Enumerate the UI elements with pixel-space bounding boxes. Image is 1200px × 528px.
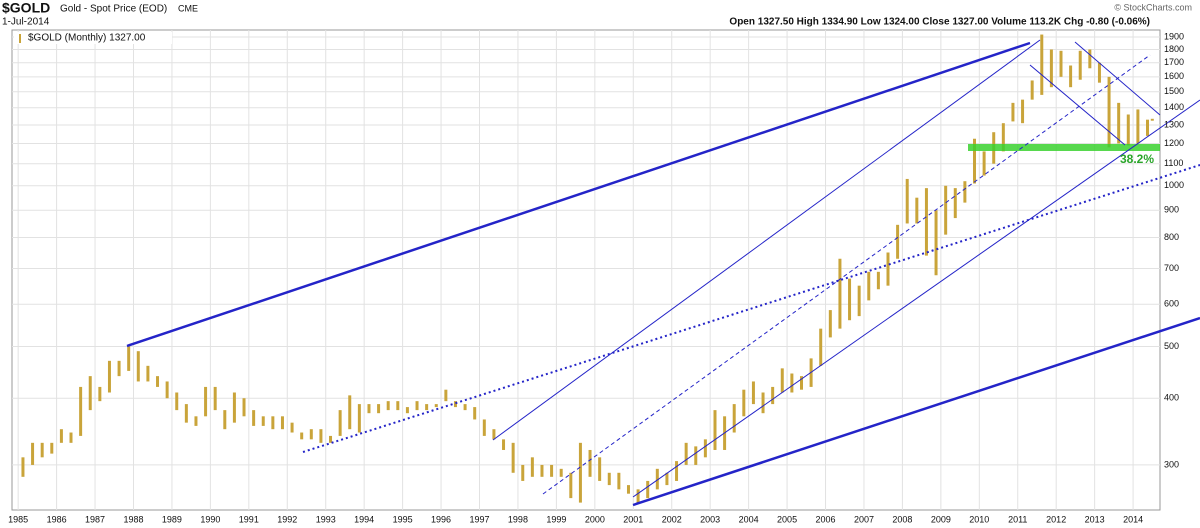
x-tick-label: 2003: [700, 514, 720, 524]
trendline: [1029, 64, 1126, 146]
quote: Open 1327.50 High 1334.90 Low 1324.00 Cl…: [729, 17, 1150, 28]
x-tick-label: 2011: [1008, 514, 1027, 524]
trendlines: [126, 39, 1200, 507]
x-tick-label: 1985: [8, 514, 28, 524]
grid: [12, 30, 1160, 510]
y-tick-label: 900: [1164, 205, 1179, 215]
annotation: 38.2%: [1120, 152, 1154, 166]
x-tick-label: 1986: [47, 514, 67, 524]
trendline: [492, 39, 1041, 441]
y-tick-label: 1200: [1164, 138, 1184, 148]
x-tick-label: 2009: [931, 514, 951, 524]
x-tick-label: 1999: [546, 514, 566, 524]
chart-subtitle: Gold - Spot Price (EOD): [60, 4, 167, 15]
plot-frame: [11, 29, 1161, 511]
legend-box: [14, 32, 172, 44]
x-tick-label: 2006: [816, 514, 836, 524]
x-tick-label: 2000: [585, 514, 605, 524]
x-tick-label: 1992: [277, 514, 297, 524]
x-tick-label: 2001: [623, 514, 643, 524]
y-tick-label: 500: [1164, 341, 1179, 351]
x-tick-label: 1995: [393, 514, 413, 524]
x-tick-label: 2010: [969, 514, 989, 524]
x-tick-label: 1991: [239, 514, 259, 524]
y-tick-label: 1600: [1164, 71, 1184, 81]
trendline: [302, 164, 1200, 453]
y-tick-label: 400: [1164, 393, 1179, 403]
trendline: [632, 99, 1200, 498]
y-tick-label: 1500: [1164, 86, 1184, 96]
trendline: [1074, 41, 1161, 116]
x-tick-label: 1996: [431, 514, 451, 524]
trendline: [126, 41, 1031, 348]
y-tick-label: 1000: [1164, 180, 1184, 190]
y-tick-label: 1900: [1164, 31, 1184, 41]
trendline: [542, 54, 1151, 495]
x-tick-label: 2005: [777, 514, 797, 524]
x-tick-label: 1997: [469, 514, 489, 524]
y-tick-label: 300: [1164, 459, 1179, 469]
x-tick-label: 2013: [1085, 514, 1105, 524]
y-tick-label: 1100: [1164, 158, 1183, 168]
x-tick-label: 1987: [85, 514, 105, 524]
x-tick-label: 2002: [662, 514, 682, 524]
x-tick-label: 2004: [739, 514, 759, 524]
x-tick-label: 1988: [123, 514, 143, 524]
y-tick-label: 800: [1164, 232, 1179, 242]
x-tick-label: 1993: [316, 514, 336, 524]
y-tick-label: 700: [1164, 263, 1179, 273]
x-tick-label: 1998: [508, 514, 528, 524]
x-tick-label: 1989: [162, 514, 182, 524]
y-tick-label: 1300: [1164, 119, 1184, 129]
x-tick-label: 2014: [1123, 514, 1143, 524]
x-tick-label: 2007: [854, 514, 874, 524]
price-bars: [21, 34, 1154, 503]
exchange: CME: [178, 3, 198, 13]
y-tick-label: 1700: [1164, 57, 1184, 67]
trendline: [632, 316, 1200, 507]
x-tick-label: 2012: [1046, 514, 1066, 524]
retracement-band: [968, 144, 1160, 151]
credit: © StockCharts.com: [1114, 2, 1192, 12]
y-tick-label: 600: [1164, 299, 1179, 309]
legend-entry: $GOLD (Monthly) 1327.00: [28, 33, 146, 44]
y-tick-label: 1400: [1164, 102, 1184, 112]
x-tick-label: 1994: [354, 514, 374, 524]
x-tick-label: 2008: [892, 514, 912, 524]
chart-title: $GOLD: [2, 0, 50, 16]
x-tick-label: 1990: [200, 514, 220, 524]
y-tick-label: 1800: [1164, 44, 1184, 54]
date: 1-Jul-2014: [2, 17, 50, 28]
